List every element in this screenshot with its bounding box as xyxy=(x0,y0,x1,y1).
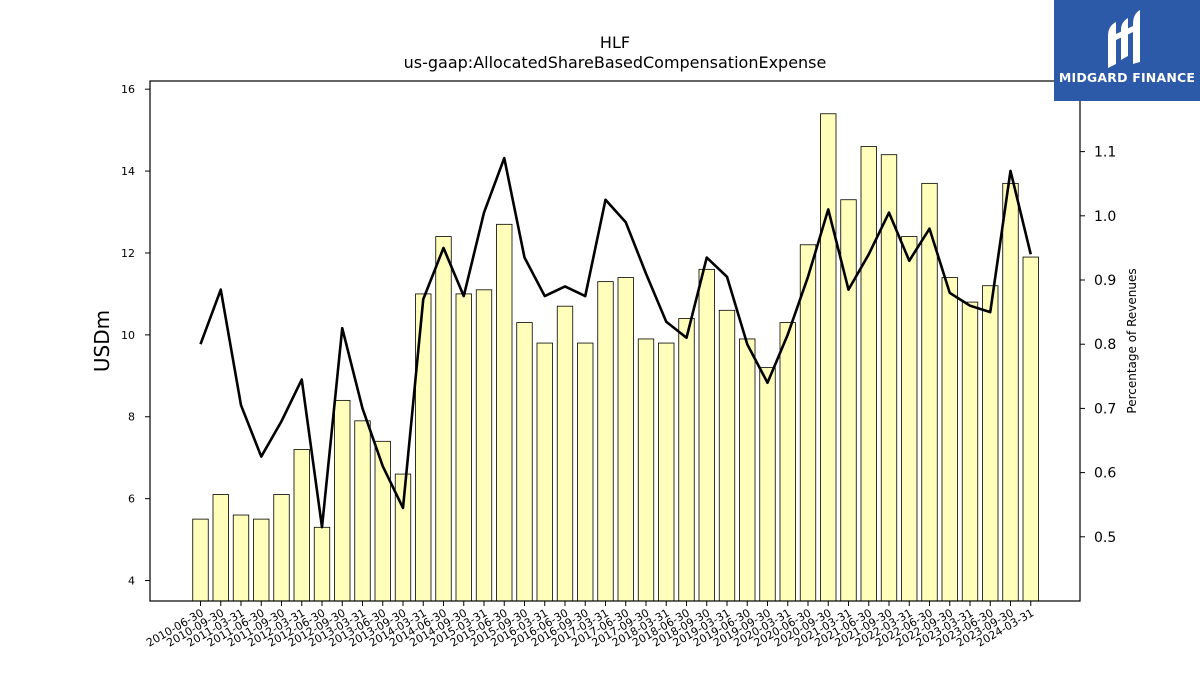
bar xyxy=(212,494,229,602)
bar xyxy=(941,277,958,602)
bar xyxy=(860,146,877,602)
y-axis: 4 6 8 10 12 14 16 xyxy=(121,83,150,588)
bar xyxy=(739,338,756,602)
bar xyxy=(617,277,634,602)
y-tick-label: 10 xyxy=(121,329,135,342)
bar xyxy=(901,236,918,602)
bar xyxy=(698,268,715,602)
bar xyxy=(415,293,432,602)
y2-tick-label: 0.6 xyxy=(1094,466,1116,482)
bar xyxy=(759,367,776,602)
bar xyxy=(1002,182,1019,602)
bar xyxy=(961,301,979,602)
y2-tick-label: 1.0 xyxy=(1094,209,1116,225)
bar xyxy=(354,420,371,602)
y-tick-label: 6 xyxy=(128,493,135,506)
bar xyxy=(637,338,655,602)
plot-frame xyxy=(149,80,1081,602)
bar xyxy=(678,318,695,602)
bar xyxy=(799,244,817,602)
bar xyxy=(232,514,250,602)
bar xyxy=(556,305,574,602)
bar xyxy=(475,289,493,602)
bar xyxy=(516,322,533,602)
midgard-logo-icon xyxy=(1108,10,1140,68)
bar xyxy=(577,342,594,602)
bar xyxy=(1022,256,1039,602)
bar xyxy=(840,199,857,602)
bar xyxy=(192,518,209,602)
brand-logo: MIDGARD FINANCE xyxy=(1054,0,1200,101)
brand-name: MIDGARD FINANCE xyxy=(1058,70,1196,85)
bar xyxy=(334,399,351,602)
chart-subtitle: us-gaap:AllocatedShareBasedCompensationE… xyxy=(404,53,827,72)
bar xyxy=(455,293,472,602)
bar xyxy=(435,236,452,602)
series-line xyxy=(199,156,1033,529)
y-tick-label: 14 xyxy=(121,165,135,178)
bar xyxy=(536,342,553,602)
y-tick-label: 16 xyxy=(121,83,135,96)
bar xyxy=(253,518,270,602)
chart-title: HLF xyxy=(600,33,630,52)
y2-axis-label: Percentage of Revenues xyxy=(1125,268,1139,413)
bar xyxy=(273,494,290,602)
y-tick-label: 12 xyxy=(121,247,135,260)
bar xyxy=(394,473,412,602)
bar xyxy=(982,285,999,602)
bar xyxy=(820,113,837,602)
y2-tick-label: 0.8 xyxy=(1094,337,1116,353)
y2-tick-label: 0.5 xyxy=(1094,530,1116,546)
y2-tick-label: 0.7 xyxy=(1094,401,1116,417)
y-axis-label: USDm xyxy=(90,310,114,372)
y2-axis: 0.5 0.6 0.7 0.8 0.9 1.0 1.1 xyxy=(1080,145,1116,546)
x-axis: 2010-06-302010-09-302011-03-312011-06-30… xyxy=(144,601,1036,650)
bars-layer xyxy=(192,113,1039,602)
bar xyxy=(658,342,675,602)
y2-tick-label: 0.9 xyxy=(1094,273,1116,289)
y-tick-label: 8 xyxy=(128,411,135,424)
y-tick-label: 4 xyxy=(128,575,135,588)
y2-tick-label: 1.1 xyxy=(1094,145,1116,161)
bar xyxy=(779,322,796,602)
line-layer xyxy=(199,156,1033,529)
bar xyxy=(718,309,736,602)
bar xyxy=(293,449,310,602)
bar xyxy=(597,281,614,602)
bar xyxy=(313,526,331,602)
bar xyxy=(496,223,513,602)
